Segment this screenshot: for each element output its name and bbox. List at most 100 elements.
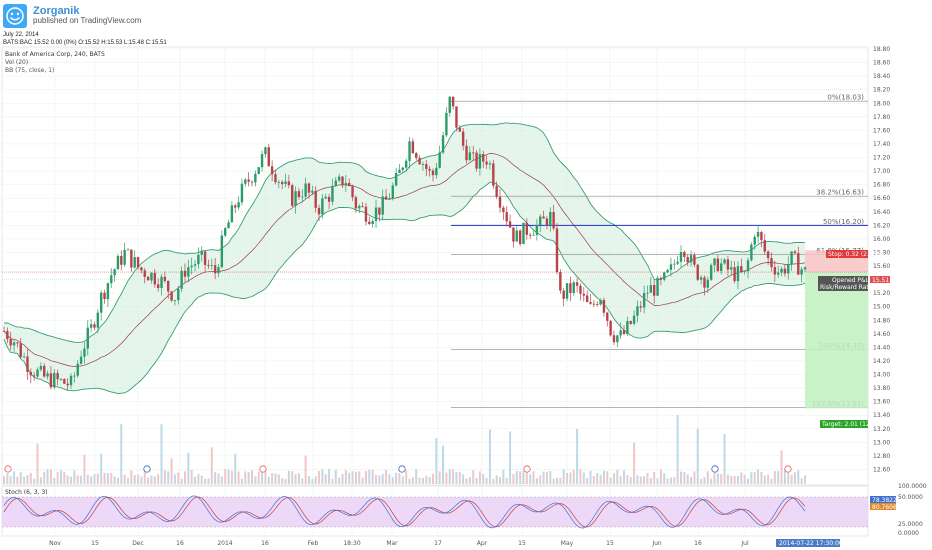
candle-body [244, 179, 247, 184]
candle-body [743, 271, 746, 273]
volume-bar [770, 478, 773, 484]
volume-bar [730, 475, 733, 484]
volume-bar [428, 477, 431, 484]
volume-bar [606, 471, 609, 484]
candle-body [468, 152, 472, 161]
y-tick-label: 13.00 [873, 439, 890, 446]
x-tick-label: Jul [740, 540, 749, 547]
volume-bar [26, 475, 29, 484]
candle-body [230, 205, 234, 223]
volume-bar [679, 471, 682, 484]
y-tick-label: 18.40 [873, 73, 890, 80]
volume-bar [636, 475, 639, 484]
volume-bar [787, 469, 790, 484]
y-tick-label: 12.80 [873, 453, 890, 460]
cursor-date: 2014-07-22 17:30:00 [779, 540, 843, 547]
candle-body [99, 292, 103, 313]
candle-body [49, 373, 53, 388]
candle-body [569, 283, 572, 293]
volume-bar [793, 472, 796, 484]
volume-bar [116, 477, 119, 484]
volume-bar [307, 476, 310, 484]
candle-body [612, 335, 616, 343]
candle-body [431, 170, 435, 176]
volume-bar [472, 470, 475, 484]
candle-body [720, 263, 723, 271]
volume-bar [706, 471, 709, 484]
volume-bar [780, 450, 783, 484]
candle-body [321, 198, 324, 215]
y-tick-label: 18.20 [873, 87, 890, 94]
candle-body [411, 141, 415, 154]
bb-lower-band [3, 181, 806, 395]
volume-bar [194, 476, 197, 484]
candle-body [120, 255, 123, 265]
volume-bar [93, 474, 96, 484]
candle-body [572, 282, 575, 293]
volume-bar [760, 472, 763, 484]
volume-bar [311, 478, 314, 484]
volume-bar [274, 473, 277, 484]
volume-bar [525, 470, 528, 484]
volume-bar [804, 475, 806, 484]
candle-body [646, 292, 649, 294]
volume-bar [331, 478, 334, 484]
candle-body [753, 236, 756, 245]
earnings-marker [4, 465, 12, 473]
candle-body [726, 259, 730, 270]
volume-bar [482, 474, 485, 484]
candle-body [398, 169, 401, 173]
volume-bar [113, 476, 116, 484]
volume-bar [502, 469, 505, 484]
candle-body [780, 268, 783, 273]
volume-bar [9, 476, 12, 484]
volume-bar [150, 475, 153, 484]
volume-bar [264, 471, 267, 484]
volume-bar [539, 475, 542, 484]
volume-bar [73, 470, 76, 484]
candle-body [344, 182, 348, 186]
volume-bar [626, 475, 629, 484]
candle-body [170, 291, 173, 301]
bb-basis-line [3, 153, 806, 367]
candle-body [415, 153, 418, 158]
volume-bar [492, 478, 495, 484]
volume-bar [468, 477, 471, 484]
volume-bar [790, 474, 793, 484]
volume-bar [431, 473, 434, 484]
candle-body [606, 312, 609, 321]
candle-body [716, 258, 720, 271]
candle-body [314, 190, 317, 208]
candle-body [736, 266, 740, 282]
volume-bar [726, 474, 729, 484]
volume-bar [29, 472, 32, 484]
volume-bar [418, 477, 421, 484]
volume-bar [217, 473, 220, 484]
volume-bar [619, 476, 622, 484]
volume-bar [586, 477, 589, 484]
candle-body [404, 160, 408, 168]
candle-body [19, 343, 22, 358]
y-tick-label: 16.40 [873, 209, 890, 216]
volume-bar [358, 471, 361, 484]
smiley-logo-icon[interactable] [3, 4, 27, 28]
x-tick-label: 15 [91, 540, 99, 547]
y-tick-label: 15.80 [873, 249, 890, 256]
candle-body [766, 251, 770, 259]
candle-body [632, 315, 636, 324]
candle-body [492, 163, 495, 186]
candle-body [435, 167, 438, 176]
candle-body [153, 272, 157, 285]
candle-body [146, 276, 150, 281]
author-name[interactable]: Zorganik [33, 5, 80, 17]
candle-body [394, 172, 398, 186]
candle-body [502, 207, 505, 213]
y-tick-label: 14.20 [873, 358, 890, 365]
stoch-band-bg [2, 497, 868, 527]
candle-body [539, 216, 542, 225]
volume-bar [6, 473, 9, 484]
volume-bar [344, 470, 347, 484]
volume-bar [545, 471, 548, 484]
volume-bar [458, 472, 461, 484]
